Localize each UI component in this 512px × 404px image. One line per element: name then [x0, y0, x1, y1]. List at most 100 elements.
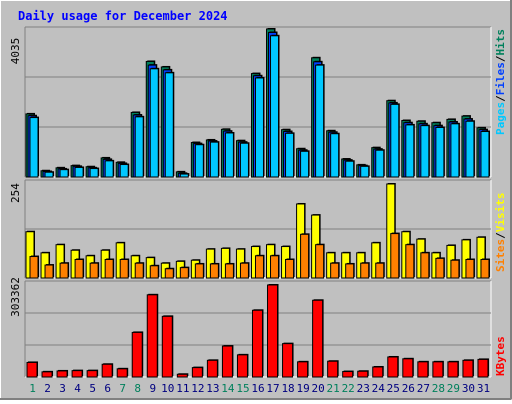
kbytes-bar [191, 367, 203, 378]
pages-bar [330, 133, 340, 178]
kbytes-bar [56, 370, 68, 378]
day-label: 28 [432, 382, 445, 395]
sites-bar [209, 263, 219, 279]
sites-bar [360, 262, 370, 279]
day-label: 4 [74, 382, 81, 395]
day-label: 3 [59, 382, 66, 395]
kbytes-bar [297, 361, 309, 378]
day-label: 12 [191, 382, 204, 395]
kbytes-bar [101, 363, 113, 378]
kbytes-ymax-label: 303362 [9, 277, 22, 317]
kbytes-bar [206, 359, 218, 378]
sites-bar [89, 262, 99, 279]
day-label: 1 [29, 382, 36, 395]
sites-bar [285, 258, 295, 279]
svg-text:Pages/Files/Hits: Pages/Files/Hits [494, 29, 507, 135]
pages-bar [239, 142, 249, 178]
sites-bar [300, 233, 310, 279]
kbytes-bar [417, 361, 429, 378]
kbytes-bar [402, 358, 414, 378]
day-label: 27 [417, 382, 430, 395]
pages-bar [315, 64, 325, 178]
sites-bar [74, 258, 84, 279]
pages-bar [480, 131, 490, 178]
kbytes-bar [251, 309, 263, 378]
kbytes-bar [131, 331, 143, 378]
kbytes-bar [282, 343, 294, 378]
visits-ymax-label: 254 [9, 183, 22, 203]
legend-hits-files-pages: Pages/Files/Hits [494, 29, 507, 135]
day-labels: 1 2 3 4 5 6 7 8 9 10 11 12 13 14 15 16 17 18 19 20 21 22 23 24 2… [29, 382, 490, 395]
pages-bar [179, 173, 189, 178]
kbytes-bar [161, 315, 173, 378]
pages-bar [300, 150, 310, 178]
kbytes-bar [176, 373, 188, 378]
pages-bar [390, 103, 400, 178]
sites-bar [270, 255, 280, 279]
sites-bar [330, 262, 340, 279]
kbytes-bar [432, 361, 444, 378]
day-label: 31 [477, 382, 490, 395]
sites-bar [254, 255, 264, 279]
sites-bar [104, 258, 114, 279]
kbytes-bar [86, 370, 98, 378]
day-label: 24 [372, 382, 386, 395]
sites-bar [59, 262, 69, 279]
pages-bar [194, 144, 204, 178]
chart-title: Daily usage for December 2024 [18, 9, 228, 23]
day-label: 21 [327, 382, 340, 395]
sites-bar [194, 263, 204, 279]
day-label: 2 [44, 382, 51, 395]
day-label: 9 [149, 382, 156, 395]
hits-ymax-label: 4035 [9, 38, 22, 65]
kbytes-bar [221, 345, 233, 378]
day-label: 15 [236, 382, 249, 395]
day-label: 11 [176, 382, 189, 395]
pages-bar [104, 160, 114, 178]
sites-bar [315, 244, 325, 279]
legend-kbytes-group: KBytes [494, 336, 507, 376]
sites-bar [450, 259, 460, 279]
day-label: 29 [447, 382, 460, 395]
sites-bar [345, 263, 355, 279]
day-label: 22 [342, 382, 355, 395]
legend-kbytes: KBytes [494, 336, 507, 376]
legend-hits: Hits [494, 29, 507, 56]
day-label: 20 [312, 382, 325, 395]
kbytes-bar [146, 294, 158, 378]
pages-bar [450, 123, 460, 178]
sites-bar [29, 256, 39, 279]
pages-bar [164, 72, 174, 178]
kbytes-bar [462, 359, 474, 378]
sites-bar [480, 258, 490, 279]
svg-text:Sites/Visits: Sites/Visits [494, 193, 507, 273]
pages-bar [59, 169, 69, 178]
panel-kbytes [24, 280, 492, 378]
kbytes-bar [387, 356, 399, 378]
kbytes-bar [342, 371, 354, 378]
day-label: 25 [387, 382, 400, 395]
kbytes-bar [357, 370, 369, 378]
sites-bar [44, 264, 54, 279]
pages-bar [44, 171, 54, 178]
pages-bar [345, 160, 355, 178]
sites-bar [465, 258, 475, 279]
pages-bar [405, 124, 415, 178]
legend-sep-2: / [494, 55, 507, 62]
panel-hits-files-pages [24, 26, 492, 178]
legend-visits: Visits [494, 193, 507, 233]
pages-bar [119, 164, 129, 178]
kbytes-bar [267, 284, 279, 378]
sites-bar [435, 257, 445, 279]
panel-visits-sites [24, 179, 492, 279]
sites-bar [134, 262, 144, 279]
day-label: 26 [402, 382, 415, 395]
sites-bar [149, 265, 159, 279]
sites-bar [164, 268, 174, 279]
legend-pages: Pages [494, 102, 507, 135]
pages-bar [149, 68, 159, 178]
pages-bar [74, 166, 84, 178]
kbytes-bar [26, 361, 38, 378]
kbytes-bar [236, 354, 248, 378]
